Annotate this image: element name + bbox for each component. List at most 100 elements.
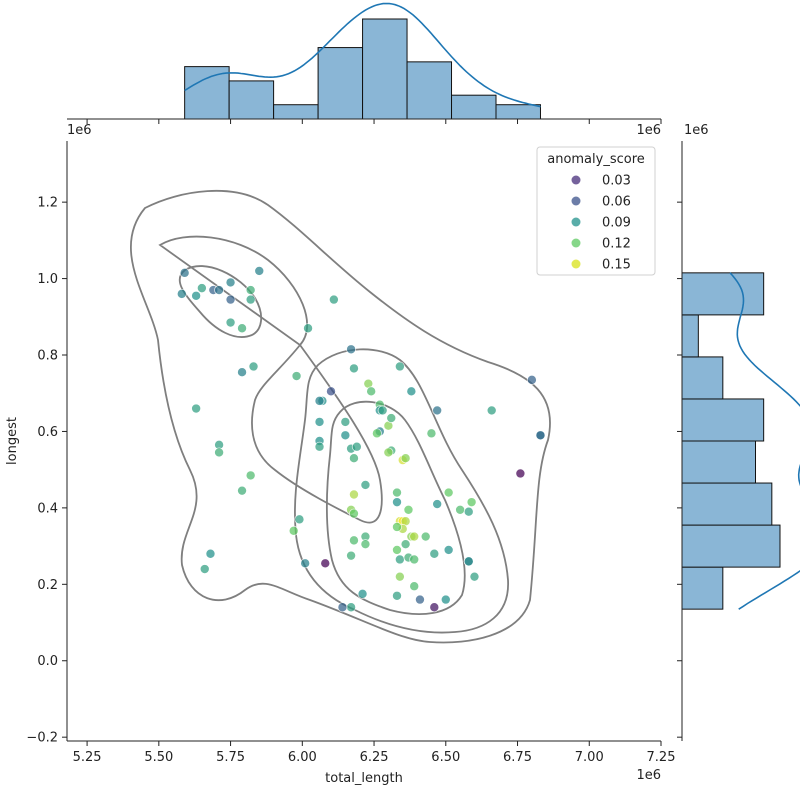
top-hist-bar: [273, 104, 319, 120]
scatter-point: [463, 506, 474, 517]
scatter-point: [254, 265, 265, 276]
scatter-point: [291, 371, 302, 382]
legend-frame: [536, 146, 656, 276]
scatter-point: [400, 539, 411, 550]
scatter-point: [288, 525, 299, 536]
scatter-point: [403, 504, 414, 515]
scatter-point: [348, 489, 359, 500]
scatter-point: [535, 430, 546, 441]
right-hist-bar: [681, 566, 724, 610]
scatter-points: [176, 265, 546, 613]
scatter-point: [394, 571, 405, 582]
x-axis-label: total_length: [325, 771, 403, 786]
scatter-point: [440, 594, 451, 605]
scatter-point: [515, 468, 526, 479]
scatter-point: [340, 430, 351, 441]
x-tick-label: 6.50: [431, 750, 460, 765]
scatter-point: [214, 447, 225, 458]
scatter-point: [455, 504, 466, 515]
scatter-point: [225, 294, 236, 305]
scatter-point: [400, 453, 411, 464]
scatter-point: [391, 497, 402, 508]
scatter-point: [443, 487, 454, 498]
top-hist-bar: [362, 18, 408, 120]
scatter-point: [383, 447, 394, 458]
top-hist-bar: [184, 66, 230, 120]
y-tick-label: 1.0: [37, 272, 58, 287]
scatter-point: [414, 594, 425, 605]
top-x-offset-label: 1e6: [67, 123, 92, 138]
scatter-point: [300, 558, 311, 569]
scatter-point: [432, 405, 443, 416]
scatter-point: [237, 323, 248, 334]
scatter-point: [337, 602, 348, 613]
legend-label: 0.03: [602, 174, 631, 189]
x-tick-label: 7.25: [647, 750, 676, 765]
scatter-point: [314, 441, 325, 452]
scatter-point: [214, 285, 225, 296]
kde-contour-3: [294, 348, 509, 634]
scatter-point: [245, 470, 256, 481]
top-hist-bar: [495, 104, 541, 120]
scatter-point: [176, 288, 187, 299]
scatter-point: [486, 405, 497, 416]
scatter-point: [391, 521, 402, 532]
scatter-point: [420, 531, 431, 542]
right-marginal-histogram: 1e6: [677, 123, 800, 741]
scatter-point: [409, 531, 420, 542]
kde-contour-4: [325, 400, 466, 615]
legend-title: anomaly_score: [547, 152, 645, 167]
x-tick-label: 7.00: [575, 750, 604, 765]
x-tick-label: 5.50: [144, 750, 173, 765]
right-hist-bar: [681, 398, 765, 442]
scatter-point: [346, 344, 357, 355]
scatter-point: [348, 453, 359, 464]
legend-marker: [571, 259, 581, 269]
right-kde-curve: [729, 272, 800, 610]
scatter-point: [432, 499, 443, 510]
scatter-point: [391, 487, 402, 498]
y-axis-label: longest: [5, 417, 20, 465]
scatter-point: [409, 554, 420, 565]
right-hist-bar: [681, 272, 765, 316]
legend: anomaly_score 0.03 0.06 0.09 0.12 0.15: [536, 146, 656, 276]
joint-scatter-plot: 5.25 5.50 5.75 6.00 6.25 6.50 6.75 7.00 7.25 −0.…: [5, 141, 675, 786]
scatter-point: [325, 386, 336, 397]
scatter-point: [314, 416, 325, 427]
scatter-point: [357, 588, 368, 599]
kde-contour-upper-left: [178, 265, 262, 338]
scatter-point: [205, 548, 216, 559]
y-tick-label: 1.2: [37, 196, 58, 211]
scatter-point: [348, 535, 359, 546]
scatter-point: [360, 539, 371, 550]
kde-contour-outer: [129, 189, 551, 644]
scatter-point: [394, 554, 405, 565]
legend-label: 0.09: [602, 216, 631, 231]
legend-label: 0.06: [602, 195, 631, 210]
scatter-point: [196, 283, 207, 294]
scatter-point: [340, 416, 351, 427]
scatter-point: [366, 386, 377, 397]
scatter-point: [443, 544, 454, 555]
scatter-point: [377, 405, 388, 416]
scatter-point: [346, 550, 357, 561]
scatter-point: [394, 361, 405, 372]
legend-marker: [571, 217, 581, 227]
scatter-point: [348, 363, 359, 374]
top-hist-bar: [406, 61, 453, 120]
legend-label: 0.12: [602, 237, 631, 252]
y-tick-label: 0.4: [37, 501, 58, 516]
scatter-point: [328, 294, 339, 305]
x-tick-label: 5.25: [73, 750, 102, 765]
scatter-point: [391, 590, 402, 601]
top-hist-bar: [317, 47, 364, 120]
right-hist-bar: [681, 524, 781, 568]
scatter-point: [429, 548, 440, 559]
top-marginal-histogram: 1e6 1e6: [67, 2, 662, 138]
scatter-point: [248, 361, 259, 372]
legend-marker: [571, 196, 581, 206]
scatter-point: [294, 514, 305, 525]
scatter-point: [371, 428, 382, 439]
scatter-point: [225, 277, 236, 288]
